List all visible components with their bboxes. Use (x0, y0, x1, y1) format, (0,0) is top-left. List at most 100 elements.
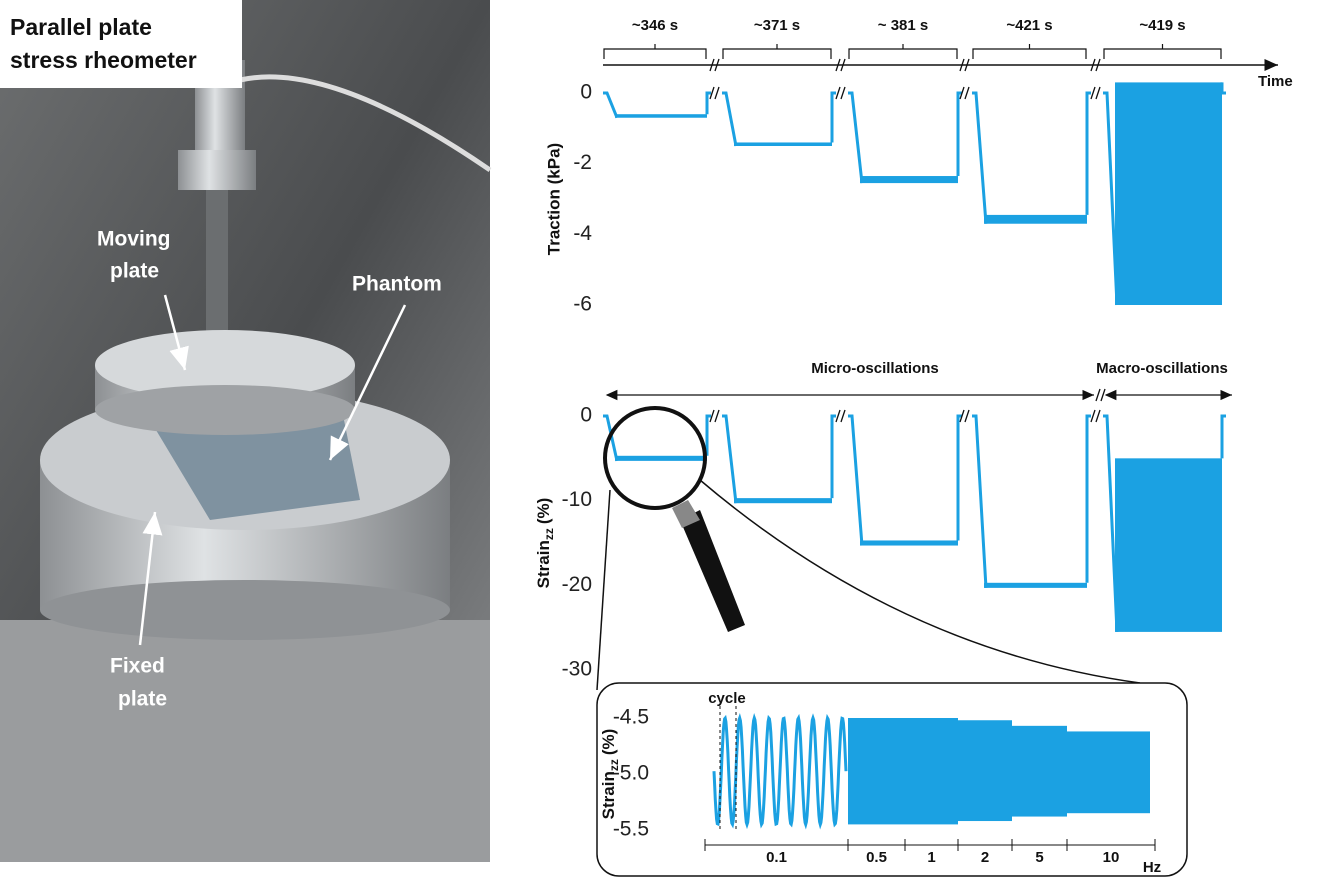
zoom-line (596, 489, 611, 691)
frequency-label: 1 (927, 849, 935, 866)
step-release (1085, 91, 1091, 215)
y-tick-label: 0 (580, 81, 592, 104)
oscillation-band (984, 214, 1087, 224)
step-onset (848, 414, 864, 546)
fixed-plate-bottom (40, 580, 450, 640)
y-tick-label: -30 (562, 658, 592, 681)
duration-brace (848, 44, 958, 59)
duration-label: ~421 s (1006, 17, 1052, 34)
axis-break (1095, 388, 1101, 402)
y-axis-label: Traction (kPa) (544, 143, 563, 255)
y-axis-label: Strainzz (%) (599, 729, 621, 820)
base-plate (0, 620, 490, 862)
step-release (956, 414, 962, 541)
photo-label: Fixed (110, 655, 165, 678)
photo: Parallel plate stress rheometer Moving p… (0, 0, 492, 862)
step-onset (722, 414, 738, 504)
oscillation-band (1012, 725, 1067, 817)
step-release (705, 91, 711, 115)
step-release (705, 414, 711, 456)
oscillation-band (734, 498, 832, 504)
magnifier-handle (680, 510, 745, 632)
step-onset (1103, 91, 1119, 306)
axis-break (959, 58, 965, 72)
y-tick-label: -6 (573, 293, 592, 316)
step-onset (603, 414, 619, 462)
y-axis-label-unit: (%) (534, 498, 553, 524)
axis-break (964, 409, 970, 423)
step-release (830, 91, 836, 143)
zoom-line (699, 479, 1141, 684)
y-tick-label: -5.0 (613, 762, 649, 785)
axis-break (714, 86, 720, 100)
oscillation-band (848, 718, 905, 825)
oscillation-band (984, 582, 1087, 588)
axis-break (1095, 86, 1101, 100)
cycle-label: cycle (708, 690, 746, 707)
axis-break (1090, 58, 1096, 72)
y-axis-label-unit: (%) (599, 729, 618, 755)
step-release (830, 414, 836, 499)
oscillation-band (1067, 731, 1150, 814)
oscillation-band (615, 114, 707, 118)
frequency-unit: Hz (1143, 859, 1161, 876)
photo-label: plate (118, 688, 167, 711)
step-onset (1103, 414, 1119, 632)
y-tick-label: -4 (573, 222, 592, 245)
photo-title-box (0, 0, 242, 88)
oscillation-band (905, 718, 958, 825)
step-onset (848, 91, 864, 184)
duration-brace (603, 44, 707, 59)
step-onset (972, 414, 988, 588)
step-release (1085, 414, 1091, 583)
photo-title: Parallel plate (10, 14, 152, 40)
frequency-label: 5 (1035, 849, 1043, 866)
step-release (956, 91, 962, 177)
y-tick-label: -10 (562, 488, 592, 511)
axis-break (835, 86, 841, 100)
step-onset (603, 91, 619, 119)
arrow (163, 294, 189, 371)
axis-break (964, 58, 970, 72)
magnifier-lens (603, 406, 707, 510)
duration-label: ~419 s (1139, 17, 1185, 34)
axis-break (959, 409, 965, 423)
duration-label: ~ 381 s (878, 17, 928, 34)
axis-break (709, 409, 715, 423)
axis-break (1090, 409, 1096, 423)
axis-break (1095, 58, 1101, 72)
axis-break (840, 86, 846, 100)
y-axis-label-subscript: zz (542, 528, 556, 540)
oscillation-wave (712, 712, 848, 830)
oscillation-band (958, 720, 1012, 822)
photo-label: Moving (97, 228, 171, 251)
frequency-label: 0.5 (866, 849, 887, 866)
moving-plate-bottom (95, 385, 355, 435)
axis-break (709, 58, 715, 72)
annotation: Macro-oscillations (1096, 360, 1228, 377)
axis-break (840, 58, 846, 72)
axis-break (835, 58, 841, 72)
axis-break (964, 86, 970, 100)
oscillation-band (615, 455, 707, 461)
oscillation-band (860, 540, 958, 546)
y-axis-label-text: Strain (599, 771, 618, 819)
step-onset (722, 91, 738, 147)
duration-brace (722, 44, 832, 59)
photo-title: stress rheometer (10, 47, 197, 73)
axis-break (835, 409, 841, 423)
photo-label: Phantom (352, 273, 442, 296)
duration-brace (972, 44, 1087, 59)
axis-break (840, 409, 846, 423)
frequency-label: 10 (1103, 849, 1120, 866)
step-onset (972, 91, 988, 224)
y-axis-label-text: Strain (534, 540, 553, 588)
duration-label: ~371 s (754, 17, 800, 34)
frequency-label: 2 (981, 849, 989, 866)
duration-brace (1103, 44, 1222, 59)
duration-label: ~346 s (632, 17, 678, 34)
y-axis-label: Strainzz (%) (534, 498, 556, 589)
photo-label: plate (110, 260, 159, 283)
